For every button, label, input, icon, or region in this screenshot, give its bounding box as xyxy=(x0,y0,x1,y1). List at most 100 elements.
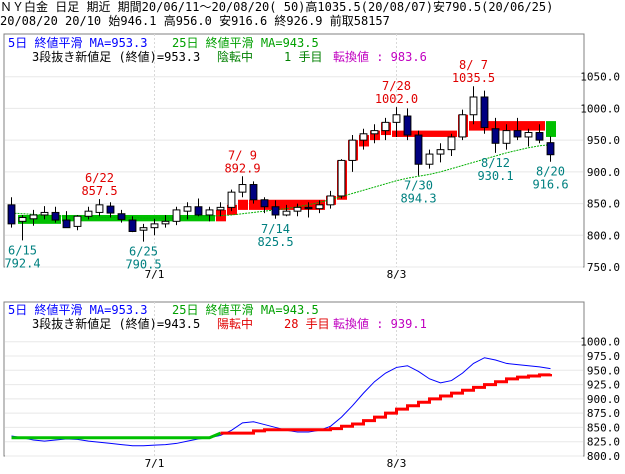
annotation-date: 7/14 xyxy=(261,222,290,236)
candle-body xyxy=(337,159,346,197)
lower-x-ticks: 7/1 8/3 xyxy=(145,457,407,470)
lower-y-tick-label: 925.0 xyxy=(587,379,620,392)
annotation-value: 1002.0 xyxy=(375,92,418,106)
annotation-value: 825.5 xyxy=(257,235,293,249)
annotation-value: 916.6 xyxy=(532,178,568,192)
candle-body xyxy=(414,134,423,165)
upper-legend-state: 陰転中 xyxy=(217,49,253,64)
upper-x-tick-label: 8/3 xyxy=(387,268,407,281)
candle-body xyxy=(172,209,181,222)
candle-body xyxy=(29,214,38,220)
annotation-date: 8/20 xyxy=(536,165,565,179)
candles xyxy=(7,86,555,242)
annotation-value: 1035.5 xyxy=(452,71,495,85)
upper-legend-count: 1 手目 xyxy=(284,50,322,64)
candle-body xyxy=(51,211,60,221)
candle-body xyxy=(326,195,335,206)
candle-body xyxy=(95,204,104,213)
candle-body xyxy=(458,114,467,138)
candle-body xyxy=(491,128,500,144)
kagi-block xyxy=(238,199,248,210)
lower-legend-count: 28 手目 xyxy=(284,317,330,331)
candle-body xyxy=(238,184,247,193)
candle-body xyxy=(304,206,313,210)
ma25-polyline xyxy=(11,144,551,219)
candle-body xyxy=(293,206,302,212)
kagi-block xyxy=(392,130,457,137)
upper-y-tick-label: 850.0 xyxy=(587,198,620,211)
annotation-date: 6/15 xyxy=(8,243,37,257)
candle-body xyxy=(183,206,192,212)
kagi-line-green xyxy=(11,431,222,440)
lower-legend-ma25: 25日 終値平滑 MA=943.5 xyxy=(172,302,319,317)
candle-body xyxy=(348,139,357,161)
annotation-date: 7/30 xyxy=(404,179,433,193)
lower-y-tick-label: 950.0 xyxy=(587,364,620,377)
ma25-line xyxy=(11,144,551,219)
lower-y-tick-label: 1000.0 xyxy=(580,336,620,349)
annotation-date: 8/12 xyxy=(481,156,510,170)
annotation-value: 790.5 xyxy=(125,258,161,272)
candle-body xyxy=(381,121,390,132)
lower-y-tick-label: 900.0 xyxy=(587,393,620,406)
lower-x-tick-label: 7/1 xyxy=(145,457,165,470)
upper-y-tick-label: 1050.0 xyxy=(580,71,620,84)
candle-body xyxy=(227,191,236,208)
candle-body xyxy=(403,115,412,136)
chart-header-ohlc: 20/08/20 20/10 始946.1 高956.0 安916.6 終926… xyxy=(0,14,625,28)
candle-body xyxy=(249,184,258,201)
lower-lines xyxy=(11,357,552,447)
upper-legend-switch: 転換値 : 983.6 xyxy=(333,49,427,64)
candle-body xyxy=(194,206,203,216)
candle-body xyxy=(425,153,434,165)
candle-body xyxy=(513,130,522,138)
candle-body xyxy=(447,136,456,151)
candle-body xyxy=(150,223,159,229)
candle-body xyxy=(40,211,49,216)
candle-body xyxy=(359,133,368,141)
annotation-value: 894.3 xyxy=(400,192,436,206)
upper-y-tick-label: 950.0 xyxy=(587,134,620,147)
upper-x-ticks: 7/1 8/3 xyxy=(145,268,407,281)
candle-body xyxy=(128,219,137,232)
lower-legend-state: 陽転中 xyxy=(217,316,253,331)
lower-legend-switch: 転換値 : 939.1 xyxy=(333,316,427,331)
annotation-date: 6/25 xyxy=(129,245,158,259)
kagi-block xyxy=(18,214,61,224)
upper-y-tick-label: 750.0 xyxy=(587,261,620,274)
candle-body xyxy=(216,206,225,211)
candle-body xyxy=(84,210,93,217)
annotation-date: 7/ 9 xyxy=(228,148,257,162)
lower-legend-ma5: 5日 終値平滑 MA=953.3 xyxy=(8,302,147,317)
upper-panel-frame xyxy=(3,33,585,268)
candle-body xyxy=(392,114,401,123)
upper-y-tick-label: 900.0 xyxy=(587,166,620,179)
candle-body xyxy=(436,149,445,155)
upper-x-tick-label: 7/1 xyxy=(145,268,165,281)
lower-y-tick-label: 875.0 xyxy=(587,407,620,420)
candle-body xyxy=(117,213,126,220)
lower-legend-kagi: 3段抜き新値足 (終値)=943.5 xyxy=(32,316,200,331)
upper-y-ticks: 1050.0 1000.0 950.0 900.0 850.0 800.0 750.0 xyxy=(580,71,620,274)
candle-body xyxy=(106,205,115,214)
candle-body xyxy=(546,142,555,156)
lower-x-tick-label: 8/3 xyxy=(387,457,407,470)
annotation-value: 892.9 xyxy=(224,161,260,175)
candle-body xyxy=(502,130,511,144)
candle-body xyxy=(205,209,214,216)
candle-body xyxy=(161,220,170,225)
candle-body xyxy=(73,215,82,227)
candle-body xyxy=(7,204,16,225)
annotation-date: 6/22 xyxy=(85,171,114,185)
annotation-date: 7/28 xyxy=(382,79,411,93)
upper-y-tick-label: 800.0 xyxy=(587,229,620,242)
candle-body xyxy=(271,206,280,216)
kagi-block xyxy=(546,121,556,137)
candle-body xyxy=(469,96,478,116)
candle-body xyxy=(480,96,489,128)
candle-body xyxy=(139,227,148,231)
lower-y-tick-label: 825.0 xyxy=(587,436,620,449)
chart-header-title: ＮＹ白金 日足 期近 期間20/06/11～20/08/20( 50)高1035… xyxy=(0,0,625,14)
